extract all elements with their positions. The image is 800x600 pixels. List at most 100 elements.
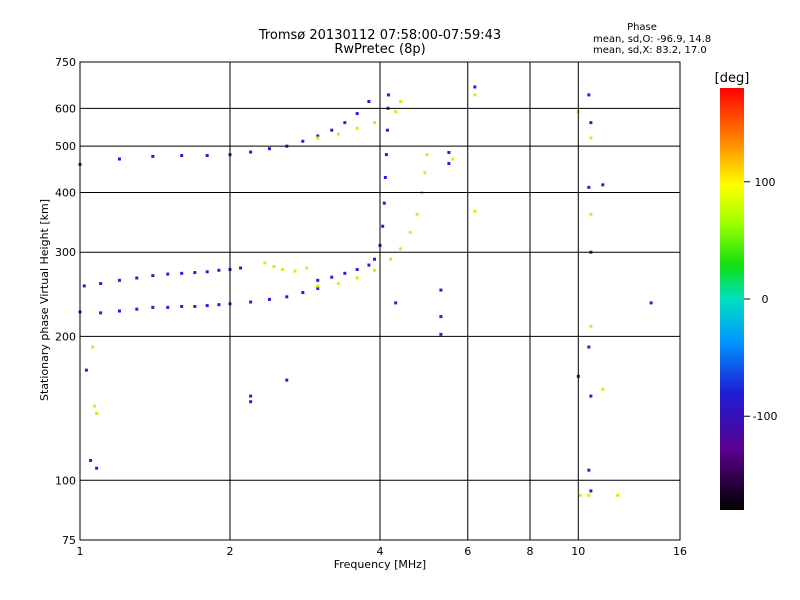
data-point: [384, 153, 388, 157]
data-point: [135, 276, 139, 280]
data-point: [394, 301, 398, 305]
x-tick-label: 2: [227, 545, 234, 558]
x-tick-label: 4: [377, 545, 384, 558]
data-point: [193, 271, 197, 275]
data-point: [439, 288, 443, 292]
data-point: [305, 266, 309, 270]
y-tick-label: 750: [55, 56, 76, 69]
data-point: [193, 304, 197, 308]
data-point: [382, 201, 386, 205]
data-point: [373, 257, 377, 261]
colorbar-tick-label: 100: [755, 176, 776, 189]
data-point: [343, 121, 347, 125]
data-point: [355, 276, 359, 280]
data-point: [587, 468, 591, 472]
data-point: [93, 404, 97, 408]
x-tick-label: 6: [464, 545, 471, 558]
data-point: [249, 150, 253, 154]
data-point: [84, 368, 88, 372]
data-point: [117, 278, 121, 282]
data-point: [180, 271, 184, 275]
colorbar-tick-label: 0: [762, 293, 769, 306]
x-tick-label: 16: [673, 545, 687, 558]
data-point: [249, 400, 253, 404]
data-point: [336, 132, 340, 136]
data-point: [447, 161, 451, 165]
x-axis-label: Frequency [MHz]: [334, 558, 426, 571]
stats-x-mode: mean, sd,X: 83.2, 17.0: [593, 45, 707, 56]
data-point: [389, 257, 393, 261]
data-point: [373, 121, 377, 125]
data-point: [91, 345, 95, 349]
colorbar-tick-label: -100: [753, 410, 778, 423]
y-tick-label: 400: [55, 186, 76, 199]
data-point: [285, 378, 289, 382]
data-point: [281, 268, 285, 272]
data-point: [587, 93, 591, 97]
data-point: [367, 100, 371, 104]
x-tick-label: 8: [527, 545, 534, 558]
colorbar-ticks: 100 0 -100: [744, 176, 777, 423]
plot-frame: [79, 61, 681, 541]
stats-heading: Phase: [627, 22, 657, 33]
data-point: [330, 128, 334, 132]
data-point: [336, 282, 340, 286]
data-point: [117, 157, 121, 161]
data-point: [293, 269, 297, 273]
x-tick-label: 10: [571, 545, 585, 558]
data-point: [473, 210, 477, 214]
data-point: [473, 85, 477, 89]
data-point: [399, 100, 403, 104]
y-tick-label: 300: [55, 246, 76, 259]
data-point: [473, 93, 477, 97]
data-point: [355, 268, 359, 272]
data-point: [439, 332, 443, 336]
data-point: [447, 150, 451, 154]
y-axis-label: Stationary phase Virtual Height [km]: [38, 199, 51, 401]
data-point: [151, 154, 155, 158]
data-point: [381, 224, 385, 228]
x-tick-label: 1: [77, 545, 84, 558]
data-point: [217, 303, 221, 307]
data-point: [316, 286, 320, 290]
data-point: [578, 493, 582, 497]
data-points: [78, 85, 653, 497]
data-point: [249, 300, 253, 304]
data-point: [217, 268, 221, 272]
data-point: [99, 282, 103, 286]
y-axis-ticks: 75 100 200 300 400 500 600 750: [55, 56, 76, 547]
colorbar: [720, 88, 744, 510]
data-point: [95, 466, 99, 470]
data-point: [589, 136, 593, 140]
data-point: [285, 295, 289, 299]
data-point: [151, 305, 155, 309]
data-point: [301, 139, 305, 143]
data-point: [82, 284, 86, 288]
data-point: [587, 493, 591, 497]
data-point: [355, 126, 359, 130]
data-point: [616, 493, 620, 497]
y-tick-label: 500: [55, 140, 76, 153]
data-point: [99, 311, 103, 315]
data-point: [151, 274, 155, 278]
data-point: [385, 128, 389, 132]
data-point: [117, 309, 121, 313]
data-point: [601, 183, 605, 187]
data-point: [589, 489, 593, 493]
data-point: [135, 307, 139, 311]
data-point: [425, 153, 429, 157]
data-point: [89, 458, 93, 462]
data-point: [205, 304, 209, 308]
data-point: [205, 154, 209, 158]
data-point: [316, 284, 320, 288]
data-point: [166, 272, 170, 276]
data-point: [386, 93, 390, 97]
data-point: [601, 387, 605, 391]
y-tick-label: 200: [55, 330, 76, 343]
data-point: [267, 147, 271, 151]
data-point: [589, 324, 593, 328]
data-point: [415, 212, 419, 216]
data-point: [587, 345, 591, 349]
data-point: [423, 171, 427, 175]
data-point: [316, 278, 320, 282]
